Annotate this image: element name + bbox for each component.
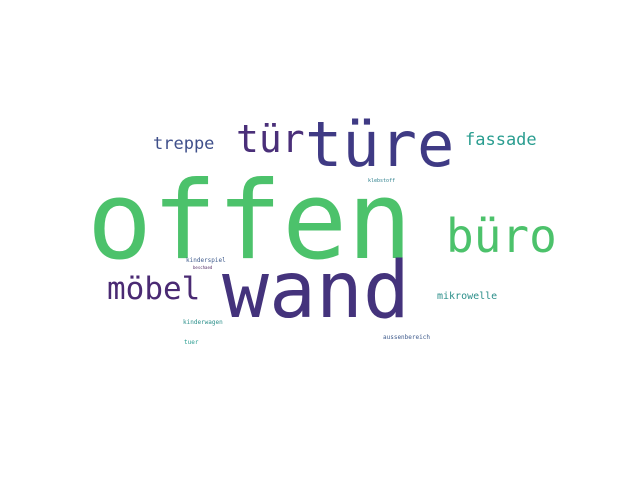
- word-klebstoff: klebstoff: [368, 178, 396, 184]
- word-treppe: treppe: [153, 134, 215, 154]
- word-fassade: fassade: [465, 130, 537, 150]
- word-wand: wand: [222, 246, 410, 336]
- word-offen: offen: [87, 159, 413, 284]
- word-tuere: türe: [305, 108, 455, 181]
- word-tuer: tür: [236, 117, 305, 161]
- word-aussenbereich: aussenbereich: [383, 334, 430, 341]
- word-tuer-small: tuer: [184, 339, 199, 346]
- word-kinderspiel: kinderspiel: [186, 257, 226, 264]
- word-kinderwagen: kinderwagen: [183, 319, 223, 326]
- word-beschaedigt: beschaed: [193, 265, 213, 270]
- word-buero: büro: [446, 209, 557, 263]
- word-mikrowelle: mikrowelle: [437, 291, 498, 302]
- word-moebel: möbel: [107, 271, 201, 307]
